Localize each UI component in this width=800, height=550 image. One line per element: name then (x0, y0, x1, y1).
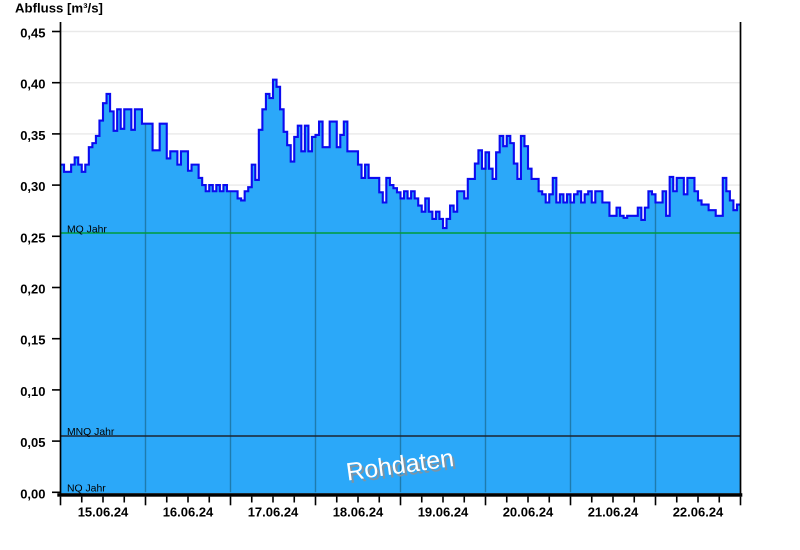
svg-text:0,05: 0,05 (20, 435, 45, 450)
svg-text:0,45: 0,45 (20, 26, 45, 41)
svg-text:0,00: 0,00 (20, 486, 45, 501)
svg-text:0,40: 0,40 (20, 77, 45, 92)
svg-text:19.06.24: 19.06.24 (418, 505, 469, 520)
svg-text:0,10: 0,10 (20, 384, 45, 399)
svg-text:17.06.24: 17.06.24 (248, 505, 299, 520)
svg-text:18.06.24: 18.06.24 (333, 505, 384, 520)
svg-text:MQ Jahr: MQ Jahr (67, 224, 107, 235)
svg-text:16.06.24: 16.06.24 (163, 505, 214, 520)
svg-text:21.06.24: 21.06.24 (588, 505, 639, 520)
svg-text:20.06.24: 20.06.24 (503, 505, 554, 520)
svg-text:NQ Jahr: NQ Jahr (67, 483, 106, 494)
svg-text:MNQ Jahr: MNQ Jahr (67, 427, 115, 438)
svg-text:0,15: 0,15 (20, 333, 45, 348)
svg-text:0,30: 0,30 (20, 179, 45, 194)
svg-text:0,25: 0,25 (20, 230, 45, 245)
svg-text:0,20: 0,20 (20, 282, 45, 297)
svg-text:Abfluss [m³/s]: Abfluss [m³/s] (15, 1, 103, 16)
svg-text:22.06.24: 22.06.24 (673, 505, 724, 520)
svg-text:0,35: 0,35 (20, 128, 45, 143)
svg-text:15.06.24: 15.06.24 (78, 505, 129, 520)
